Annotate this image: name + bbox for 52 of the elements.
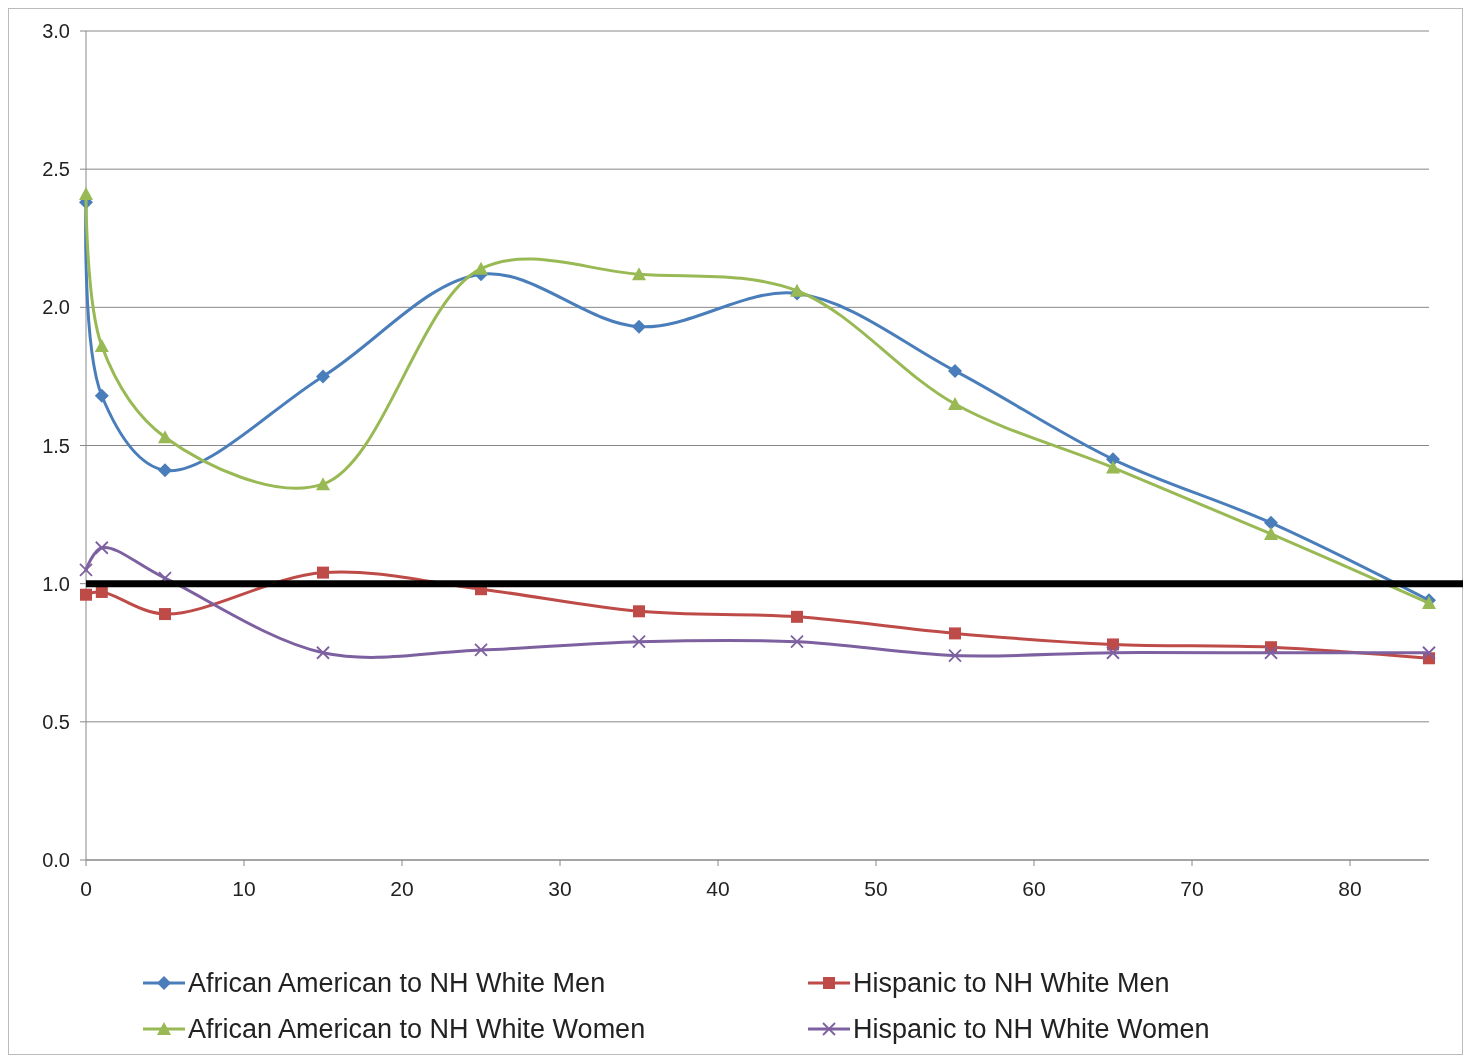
x-tick-label: 70 <box>1180 877 1204 900</box>
point <box>159 608 171 621</box>
point <box>948 363 962 378</box>
y-tick-label: 1.5 <box>42 434 70 457</box>
x-tick-label: 40 <box>706 877 730 900</box>
point <box>948 397 962 411</box>
y-tick-label: 3.0 <box>42 20 70 42</box>
point <box>1106 645 1120 660</box>
x-tick-label: 80 <box>1338 877 1362 900</box>
x-tick-label: 10 <box>232 877 256 900</box>
point <box>790 634 804 649</box>
y-tick-label: 2.0 <box>42 296 70 319</box>
x-tick-label: 0 <box>80 877 92 900</box>
x-tick-label: 50 <box>864 877 888 900</box>
point <box>1264 645 1278 660</box>
point <box>158 430 172 444</box>
legend-label: Hispanic to NH White Women <box>853 1014 1210 1045</box>
legend-label: African American to NH White Women <box>188 1014 646 1045</box>
point <box>79 187 93 201</box>
point <box>633 605 645 618</box>
point <box>1264 515 1278 530</box>
point <box>317 566 329 579</box>
point <box>474 261 488 275</box>
point <box>1106 460 1120 474</box>
x-tick-label: 20 <box>390 877 414 900</box>
point <box>316 477 330 491</box>
point <box>949 627 961 640</box>
point <box>316 369 330 384</box>
point <box>94 540 109 555</box>
x-tick-label: 60 <box>1022 877 1046 900</box>
point <box>1264 526 1278 540</box>
point <box>94 339 109 353</box>
point <box>791 610 803 623</box>
point <box>474 643 488 657</box>
y-tick-label: 1.0 <box>42 572 70 595</box>
point <box>158 463 172 478</box>
point <box>79 562 93 577</box>
point <box>80 588 92 601</box>
y-tick-label: 2.5 <box>42 158 70 181</box>
point <box>948 648 962 663</box>
point <box>790 283 804 297</box>
legend-label: Hispanic to NH White Men <box>853 968 1170 999</box>
y-tick-label: 0.0 <box>42 849 70 871</box>
legend-label: African American to NH White Men <box>188 968 606 999</box>
point <box>316 645 330 660</box>
y-tick-label: 0.5 <box>42 710 70 733</box>
point <box>632 267 646 281</box>
point <box>632 634 646 649</box>
x-tick-label: 30 <box>548 877 572 900</box>
point <box>1422 645 1436 660</box>
point <box>632 319 646 334</box>
point <box>94 388 109 403</box>
